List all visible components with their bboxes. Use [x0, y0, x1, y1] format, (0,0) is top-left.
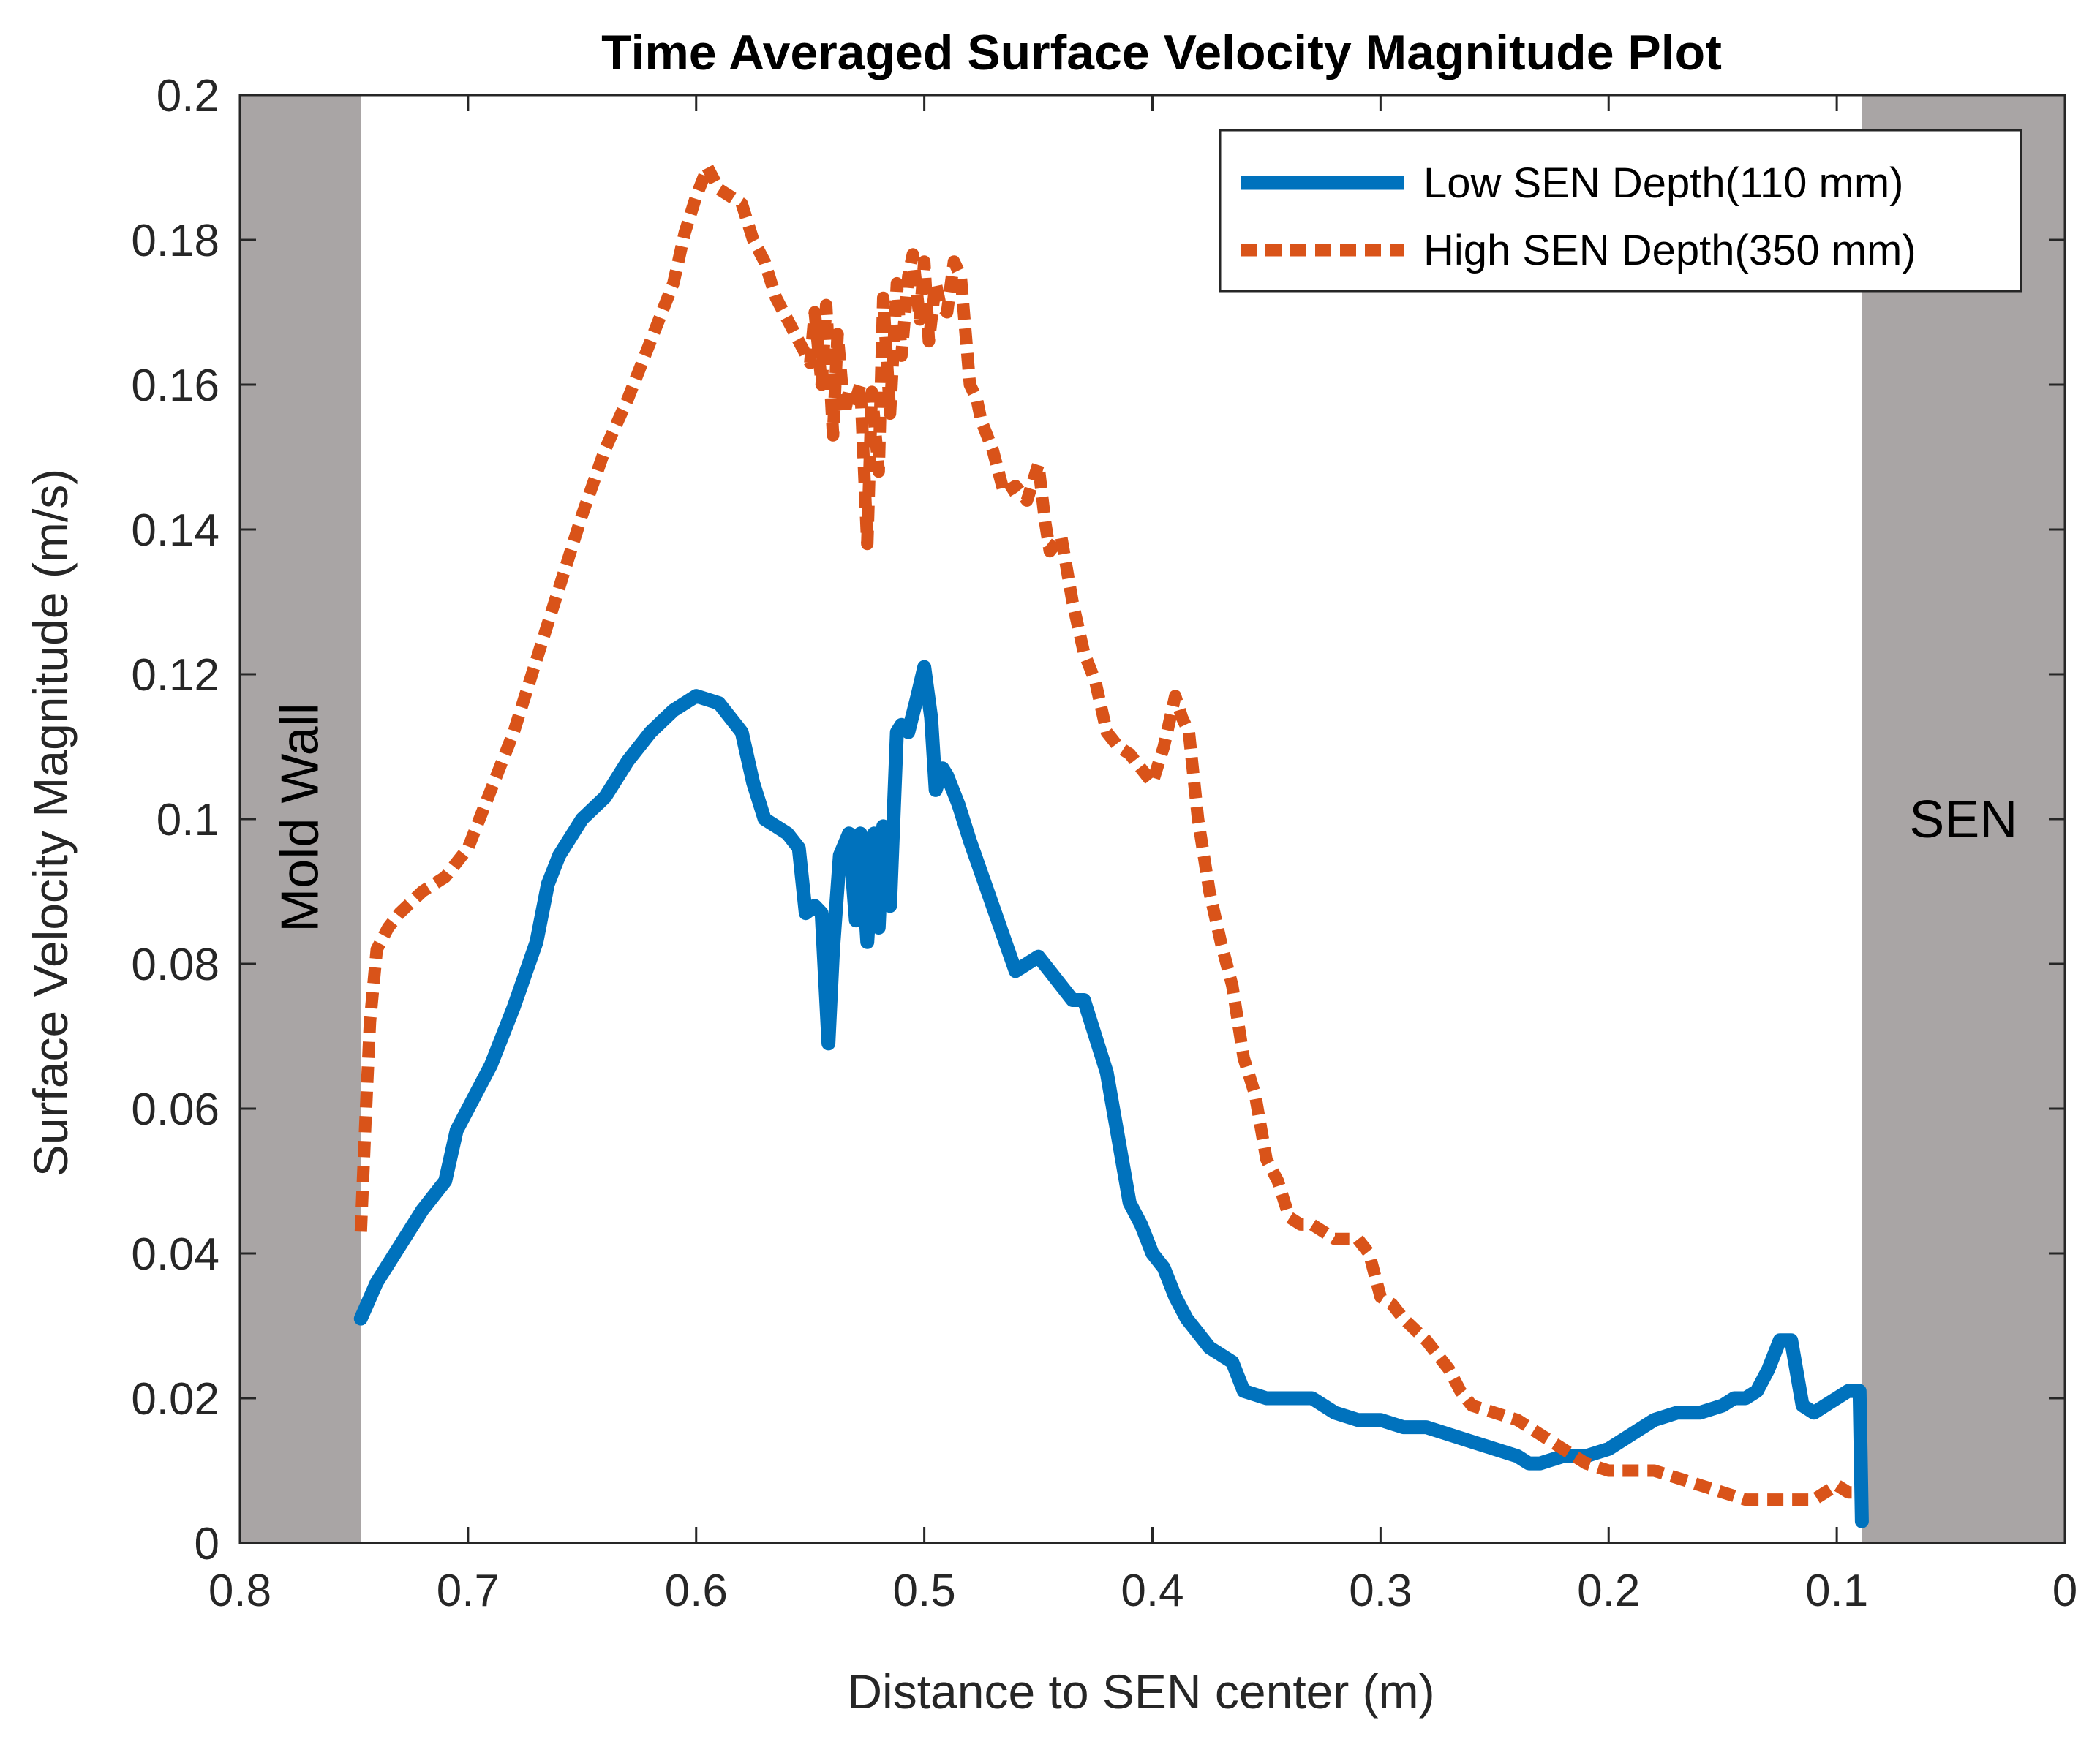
- y-axis-label: Surface Velocity Magnitude (m/s): [23, 469, 78, 1177]
- x-tick-label-8: 0: [2052, 1566, 2077, 1616]
- y-tick-label-8: 0.16: [131, 361, 219, 411]
- y-tick-label-10: 0.2: [157, 71, 219, 121]
- x-axis: 0.8 0.7 0.6 0.5 0.4 0.3 0.2 0.1 0: [208, 95, 2077, 1616]
- y-tick-label-0: 0: [195, 1519, 219, 1569]
- y-tick-label-4: 0.08: [131, 940, 219, 990]
- series-layer: [353, 161, 1869, 1528]
- chart-title: Time Averaged Surface Velocity Magnitude…: [601, 25, 1722, 80]
- y-tick-label-5: 0.1: [157, 795, 219, 845]
- y-tick-label-2: 0.04: [131, 1229, 219, 1280]
- y-tick-label-6: 0.12: [131, 650, 219, 701]
- x-axis-label: Distance to SEN center (m): [847, 1664, 1434, 1719]
- x-tick-label-3: 0.5: [893, 1566, 956, 1616]
- region-1: [1862, 95, 2065, 1543]
- y-tick-label-3: 0.06: [131, 1084, 219, 1135]
- region-label-0: Mold Wall: [271, 703, 330, 932]
- y-tick-label-7: 0.14: [131, 505, 219, 556]
- x-tick-label-2: 0.6: [665, 1566, 728, 1616]
- legend-box: [1219, 129, 2022, 293]
- legend-label-0: Low SEN Depth(110 mm): [1423, 159, 1904, 207]
- x-tick-label-0: 0.8: [208, 1566, 271, 1616]
- region-label-1: SEN: [1909, 791, 2017, 849]
- y-tick-label-9: 0.18: [131, 216, 219, 266]
- x-tick-label-7: 0.1: [1805, 1566, 1868, 1616]
- legend-label-1: High SEN Depth(350 mm): [1423, 227, 1916, 274]
- series-line-1: [354, 161, 1860, 1506]
- x-tick-label-4: 0.4: [1121, 1566, 1183, 1616]
- x-tick-label-5: 0.3: [1349, 1566, 1412, 1616]
- x-tick-label-1: 0.7: [437, 1566, 500, 1616]
- x-tick-label-6: 0.2: [1577, 1566, 1640, 1616]
- y-axis: 0 0.02 0.04 0.06 0.08 0.1 0.12 0.14 0.16 0.18 0.2: [131, 71, 2065, 1569]
- series-line-0: [353, 660, 1869, 1528]
- shaded-regions: Mold Wall SEN: [240, 95, 2065, 1543]
- legend: Low SEN Depth(110 mm) High SEN Depth(350 …: [1219, 129, 2022, 293]
- y-tick-label-1: 0.02: [131, 1374, 219, 1425]
- region-0: [240, 95, 361, 1543]
